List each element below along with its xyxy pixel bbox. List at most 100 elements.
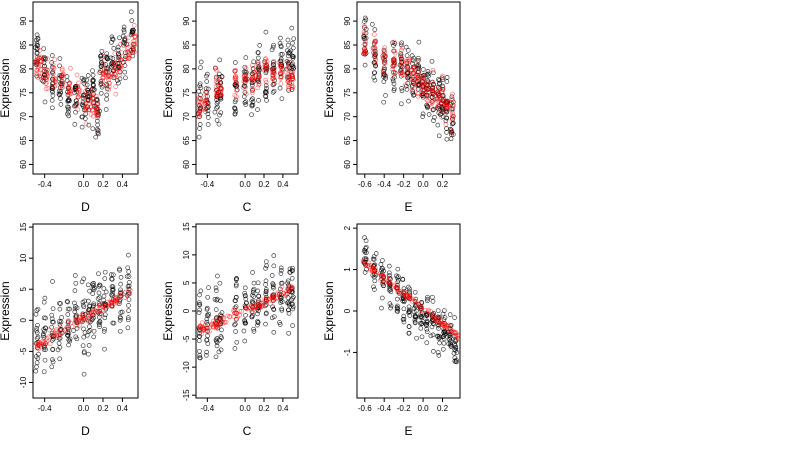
data-point — [450, 97, 456, 102]
data-point — [263, 282, 268, 287]
data-point — [431, 314, 437, 319]
data-point — [120, 60, 125, 65]
data-point — [278, 35, 283, 41]
data-point — [132, 38, 138, 44]
data-point — [196, 310, 202, 315]
data-point — [103, 304, 108, 310]
data-point — [62, 327, 67, 333]
data-point — [74, 102, 80, 108]
data-point — [113, 84, 119, 89]
data-point — [426, 73, 431, 79]
data-point — [440, 321, 446, 327]
data-point — [263, 56, 269, 61]
x-axis-title: C — [243, 200, 252, 214]
data-point — [263, 259, 269, 265]
data-point — [256, 81, 262, 86]
data-point — [203, 353, 209, 358]
data-point — [424, 102, 429, 108]
data-point — [204, 349, 210, 355]
data-point — [372, 287, 377, 292]
data-point — [43, 66, 49, 72]
plot-frame — [195, 1, 299, 175]
data-point — [262, 63, 268, 69]
data-point — [430, 67, 436, 73]
data-point — [202, 90, 208, 95]
data-point — [92, 285, 97, 291]
data-point — [242, 64, 248, 70]
data-point — [121, 27, 127, 33]
data-point — [51, 84, 57, 89]
data-point — [256, 74, 262, 80]
data-point — [88, 99, 94, 104]
data-point — [397, 62, 403, 68]
data-point — [372, 278, 378, 284]
data-point — [440, 73, 445, 79]
data-point — [197, 331, 202, 336]
data-point — [402, 289, 408, 295]
data-point — [95, 296, 101, 301]
data-point — [95, 115, 100, 121]
y-tick-label: 80 — [19, 64, 28, 73]
data-point — [278, 43, 284, 49]
data-point — [106, 84, 112, 90]
y-tick-label: 90 — [343, 16, 352, 25]
data-point — [128, 32, 134, 37]
data-point — [242, 293, 248, 298]
data-point — [43, 81, 48, 86]
data-point — [81, 371, 87, 377]
x-tick-label: -0.4 — [200, 404, 214, 413]
data-point — [270, 294, 275, 300]
data-point — [392, 48, 398, 54]
points-layer — [33, 9, 138, 140]
data-point — [64, 74, 70, 79]
points-layer — [361, 15, 456, 142]
x-axis-title: E — [404, 200, 412, 214]
data-point — [64, 298, 70, 304]
data-point — [68, 65, 73, 71]
data-point — [198, 288, 204, 294]
data-point — [116, 57, 122, 63]
x-tick-label: 0.4 — [117, 404, 129, 413]
data-point — [373, 39, 379, 45]
data-point — [449, 127, 454, 133]
y-tick-label: 0 — [182, 308, 191, 313]
data-point — [95, 122, 101, 128]
data-point — [388, 303, 394, 309]
data-point — [390, 78, 396, 84]
data-point — [81, 304, 87, 310]
data-point — [449, 94, 455, 100]
data-point — [284, 66, 290, 72]
data-point — [255, 50, 261, 55]
data-point — [411, 71, 416, 76]
data-point — [249, 63, 255, 68]
data-point — [285, 65, 291, 71]
data-point — [82, 101, 88, 107]
data-point — [42, 295, 48, 301]
data-point — [104, 96, 109, 102]
data-point — [213, 288, 219, 293]
data-point — [86, 122, 92, 128]
data-point — [420, 111, 426, 117]
data-point — [50, 346, 56, 352]
data-point — [285, 286, 291, 292]
data-point — [264, 297, 269, 302]
data-point — [126, 274, 132, 279]
data-point — [391, 39, 397, 45]
data-point — [91, 328, 97, 334]
data-point — [111, 320, 117, 326]
data-point — [96, 290, 102, 296]
data-point — [249, 292, 255, 298]
data-point — [72, 288, 78, 293]
chart-panel-5: -0.4 0.0 0.2 0.4 -15 -10 -5 0 5 10 15 C Expression — [161, 222, 299, 438]
x-tick-label: -0.2 — [397, 404, 411, 413]
data-point — [207, 328, 212, 334]
data-point — [118, 275, 124, 280]
data-point — [212, 109, 218, 115]
data-point — [33, 368, 39, 374]
data-point — [410, 71, 416, 77]
data-point — [289, 85, 295, 90]
data-point — [406, 324, 412, 329]
data-point — [73, 334, 79, 340]
data-point — [444, 79, 450, 84]
data-point — [277, 85, 283, 91]
